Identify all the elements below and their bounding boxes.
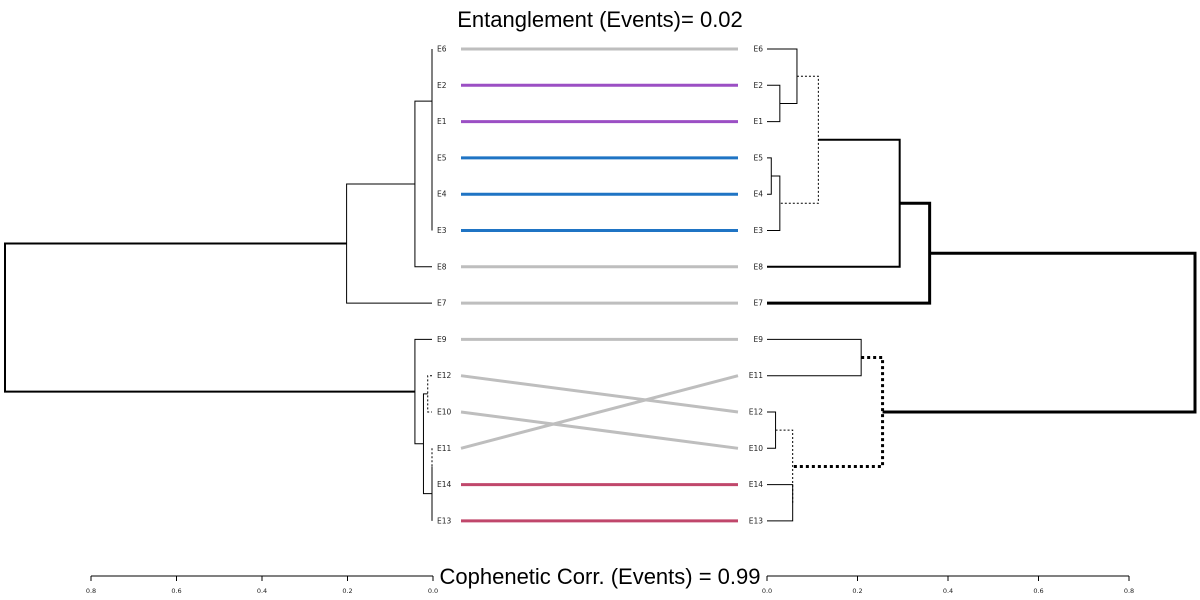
right-leaf-E5: E5 <box>753 153 763 162</box>
right-axis: 0.0 0.2 0.4 0.6 0.8 <box>762 575 1134 595</box>
right-merge-9 <box>792 356 885 468</box>
right-dendrogram <box>767 48 1197 522</box>
right-tick-label-4: 0.8 <box>1124 587 1134 595</box>
left-leaf-E4: E4 <box>437 190 447 199</box>
left-tick-label-1: 0.6 <box>171 587 181 595</box>
left-merge-9 <box>414 100 432 268</box>
right-leaf-labels: E6 E2 E1 E5 E4 E3 E8 E7 E9 E11 E12 E10 E14 E13 <box>749 45 764 526</box>
connecting-lines <box>460 47 739 523</box>
right-leaf-E3: E3 <box>753 226 763 235</box>
left-axis: 0.8 0.6 0.4 0.2 0.0 <box>86 575 438 595</box>
right-leaf-E13: E13 <box>749 516 764 525</box>
right-leaf-E12: E12 <box>749 408 764 417</box>
left-leaf-E3: E3 <box>437 226 447 235</box>
right-merge-4 <box>767 484 794 522</box>
right-merge-10 <box>767 138 901 268</box>
left-leaf-E7: E7 <box>437 299 447 308</box>
right-tick-label-2: 0.4 <box>943 587 953 595</box>
right-merge-1 <box>767 84 781 123</box>
connector-E12 <box>460 374 739 414</box>
left-merge-12 <box>4 242 415 393</box>
left-leaf-E5: E5 <box>437 153 447 162</box>
right-merge-6 <box>775 429 794 503</box>
right-merge-12 <box>882 251 1197 414</box>
left-leaf-E9: E9 <box>437 335 447 344</box>
right-merge-2 <box>767 411 777 449</box>
right-leaf-E2: E2 <box>753 81 763 90</box>
right-leaf-E1: E1 <box>753 117 763 126</box>
chart-footer: Cophenetic Corr. (Events) = 0.99 <box>440 564 761 589</box>
connector-E11 <box>460 374 739 450</box>
right-tick-label-1: 0.2 <box>852 587 862 595</box>
connector-E10 <box>460 410 739 450</box>
right-leaf-E10: E10 <box>749 444 764 453</box>
left-tick-label-2: 0.4 <box>257 587 267 595</box>
left-leaf-E2: E2 <box>437 81 447 90</box>
left-leaf-labels: E6 E2 E1 E5 E4 E3 E8 E7 E9 E12 E10 E11 E14 E13 <box>437 45 452 526</box>
left-leaf-E10: E10 <box>437 408 452 417</box>
left-leaf-E13: E13 <box>437 516 452 525</box>
left-leaf-E8: E8 <box>437 262 447 271</box>
right-leaf-E14: E14 <box>749 480 764 489</box>
right-tick-label-3: 0.6 <box>1033 587 1043 595</box>
left-leaf-E11: E11 <box>437 444 452 453</box>
right-leaf-E6: E6 <box>753 45 763 54</box>
left-dendrogram <box>4 49 433 521</box>
right-merge-0 <box>767 157 772 195</box>
right-merge-8 <box>767 338 862 377</box>
right-leaf-E11: E11 <box>749 371 764 380</box>
right-leaf-E4: E4 <box>753 190 763 199</box>
chart-title: Entanglement (Events)= 0.02 <box>457 7 743 32</box>
right-leaf-E9: E9 <box>753 335 763 344</box>
right-merge-3 <box>767 175 781 231</box>
left-merge-11 <box>346 183 432 304</box>
left-tick-label-0: 0.8 <box>86 587 96 595</box>
left-leaf-E12: E12 <box>437 371 452 380</box>
left-tick-label-3: 0.2 <box>342 587 352 595</box>
left-tick-label-4: 0.0 <box>428 587 438 595</box>
left-merge-7 <box>427 375 432 413</box>
left-leaf-E6: E6 <box>437 45 447 54</box>
left-leaf-E14: E14 <box>437 480 452 489</box>
right-merge-7 <box>779 75 819 204</box>
right-merge-5 <box>767 48 798 104</box>
right-tick-label-0: 0.0 <box>762 587 772 595</box>
right-leaf-E8: E8 <box>753 262 763 271</box>
right-merge-11 <box>767 201 932 305</box>
right-leaf-E7: E7 <box>753 299 763 308</box>
left-leaf-E1: E1 <box>437 117 447 126</box>
